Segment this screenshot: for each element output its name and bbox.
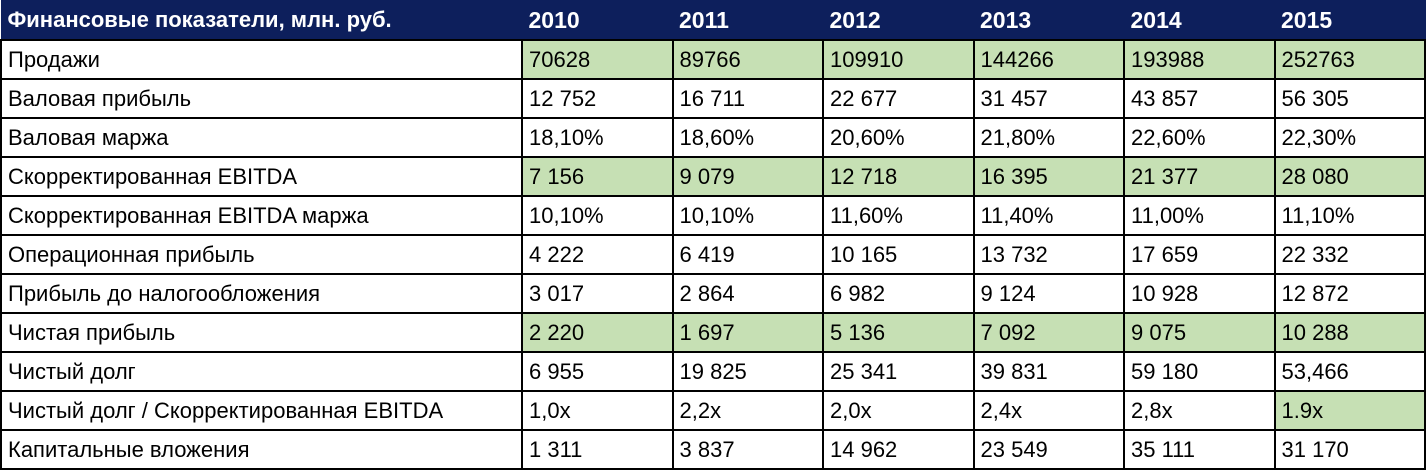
value-cell: 9 124: [972, 273, 1125, 314]
table-row: Скорректированная EBITDA 7 156 9 079 12 718…: [0, 156, 1426, 197]
value-cell: 7 092: [972, 312, 1125, 353]
table-body: Продажи 70628 89766 109910 144266 193988 25276…: [0, 39, 1426, 470]
value-cell: 21 377: [1123, 156, 1276, 197]
value-cell: 14 962: [822, 429, 975, 470]
header-title: Финансовые показатели, млн. руб.: [0, 0, 523, 41]
value-cell: 19 825: [671, 351, 824, 392]
value-cell: 252763: [1273, 39, 1426, 80]
row-label: Продажи: [0, 39, 523, 80]
header-year: 2015: [1274, 0, 1426, 41]
value-cell: 11,60%: [822, 195, 975, 236]
value-cell: 2 864: [671, 273, 824, 314]
table-row: Чистый долг 6 955 19 825 25 341 39 831 59 180…: [0, 351, 1426, 392]
value-cell: 7 156: [521, 156, 674, 197]
value-cell: 1.9x: [1273, 390, 1426, 431]
table-row: Скорректированная EBITDA маржа 10,10% 10,1…: [0, 195, 1426, 236]
header-row: Финансовые показатели, млн. руб. 2010 2011…: [0, 0, 1426, 41]
row-label: Валовая прибыль: [0, 78, 523, 119]
value-cell: 31 170: [1273, 429, 1426, 470]
value-cell: 3 837: [671, 429, 824, 470]
value-cell: 144266: [972, 39, 1125, 80]
value-cell: 10 288: [1273, 312, 1426, 353]
value-cell: 12 872: [1273, 273, 1426, 314]
value-cell: 16 395: [972, 156, 1125, 197]
value-cell: 2,8x: [1123, 390, 1276, 431]
table-row: Валовая прибыль 12 752 16 711 22 677 31 457 4…: [0, 78, 1426, 119]
value-cell: 39 831: [972, 351, 1125, 392]
header-year: 2014: [1123, 0, 1275, 41]
value-cell: 56 305: [1273, 78, 1426, 119]
value-cell: 193988: [1123, 39, 1276, 80]
table-row: Прибыль до налогообложения 3 017 2 864 6 98…: [0, 273, 1426, 314]
value-cell: 11,10%: [1273, 195, 1426, 236]
header-year: 2010: [521, 0, 673, 41]
value-cell: 23 549: [972, 429, 1125, 470]
header-year: 2012: [822, 0, 974, 41]
value-cell: 22 677: [822, 78, 975, 119]
value-cell: 11,40%: [972, 195, 1125, 236]
value-cell: 53,466: [1273, 351, 1426, 392]
value-cell: 2 220: [521, 312, 674, 353]
value-cell: 17 659: [1123, 234, 1276, 275]
value-cell: 6 419: [671, 234, 824, 275]
value-cell: 9 075: [1123, 312, 1276, 353]
header-year: 2013: [973, 0, 1125, 41]
value-cell: 2,4x: [972, 390, 1125, 431]
value-cell: 22 332: [1273, 234, 1426, 275]
table-row: Операционная прибыль 4 222 6 419 10 165 13 7…: [0, 234, 1426, 275]
value-cell: 16 711: [671, 78, 824, 119]
value-cell: 3 017: [521, 273, 674, 314]
row-label: Скорректированная EBITDA маржа: [0, 195, 523, 236]
value-cell: 70628: [521, 39, 674, 80]
value-cell: 6 955: [521, 351, 674, 392]
value-cell: 22,60%: [1123, 117, 1276, 158]
row-label: Чистая прибыль: [0, 312, 523, 353]
table-row: Капитальные вложения 1 311 3 837 14 962 23 5…: [0, 429, 1426, 470]
table-row: Валовая маржа 18,10% 18,60% 20,60% 21,80% 22,…: [0, 117, 1426, 158]
value-cell: 1 697: [671, 312, 824, 353]
value-cell: 20,60%: [822, 117, 975, 158]
value-cell: 12 718: [822, 156, 975, 197]
value-cell: 22,30%: [1273, 117, 1426, 158]
value-cell: 43 857: [1123, 78, 1276, 119]
value-cell: 21,80%: [972, 117, 1125, 158]
table-row: Продажи 70628 89766 109910 144266 193988 25276…: [0, 39, 1426, 80]
value-cell: 9 079: [671, 156, 824, 197]
row-label: Чистый долг / Скорректированная EBITDA: [0, 390, 523, 431]
row-label: Скорректированная EBITDA: [0, 156, 523, 197]
value-cell: 35 111: [1123, 429, 1276, 470]
value-cell: 10,10%: [671, 195, 824, 236]
value-cell: 89766: [671, 39, 824, 80]
value-cell: 109910: [822, 39, 975, 80]
value-cell: 18,10%: [521, 117, 674, 158]
value-cell: 13 732: [972, 234, 1125, 275]
table-row: Чистый долг / Скорректированная EBITDA 1,…: [0, 390, 1426, 431]
value-cell: 1 311: [521, 429, 674, 470]
value-cell: 6 982: [822, 273, 975, 314]
value-cell: 25 341: [822, 351, 975, 392]
row-label: Прибыль до налогообложения: [0, 273, 523, 314]
value-cell: 5 136: [822, 312, 975, 353]
value-cell: 10 928: [1123, 273, 1276, 314]
value-cell: 28 080: [1273, 156, 1426, 197]
value-cell: 59 180: [1123, 351, 1276, 392]
value-cell: 1,0x: [521, 390, 674, 431]
row-label: Чистый долг: [0, 351, 523, 392]
row-label: Валовая маржа: [0, 117, 523, 158]
value-cell: 2,0x: [822, 390, 975, 431]
value-cell: 2,2x: [671, 390, 824, 431]
row-label: Операционная прибыль: [0, 234, 523, 275]
value-cell: 12 752: [521, 78, 674, 119]
value-cell: 10,10%: [521, 195, 674, 236]
header-year: 2011: [672, 0, 824, 41]
table-row: Чистая прибыль 2 220 1 697 5 136 7 092 9 075 1…: [0, 312, 1426, 353]
value-cell: 11,00%: [1123, 195, 1276, 236]
value-cell: 4 222: [521, 234, 674, 275]
row-label: Капитальные вложения: [0, 429, 523, 470]
value-cell: 18,60%: [671, 117, 824, 158]
value-cell: 31 457: [972, 78, 1125, 119]
value-cell: 10 165: [822, 234, 975, 275]
